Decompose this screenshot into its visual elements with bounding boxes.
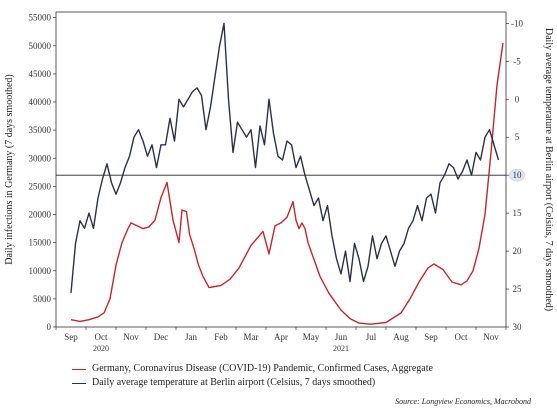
legend-swatch-temperature — [72, 382, 86, 384]
legend-swatch-covid-cases — [72, 368, 86, 370]
right-axis-tick-label: 0 — [515, 94, 520, 104]
right-axis-tick-label: 10 — [513, 170, 523, 180]
x-axis-tick-label: May — [303, 332, 320, 342]
x-axis-tick-label: Jul — [366, 332, 377, 342]
x-axis-tick-label: Feb — [214, 332, 228, 342]
left-axis-tick-label: 0 — [47, 322, 52, 332]
left-axis-tick-label: 10000 — [29, 266, 52, 276]
x-axis-tick-label: Jun — [335, 332, 348, 342]
left-axis-tick-label: 40000 — [29, 97, 52, 107]
left-axis-tick-label: 25000 — [29, 181, 52, 191]
series-group — [70, 22, 504, 325]
left-axis-tick-label: 50000 — [29, 41, 52, 51]
right-axis-tick-label: 25 — [513, 284, 523, 294]
x-axis-tick-label: Nov — [483, 332, 499, 342]
legend-label-temperature: Daily average temperature at Berlin airp… — [92, 377, 376, 388]
left-axis-tick-label: 15000 — [29, 238, 52, 248]
legend-label-covid-cases: Germany, Coronavirus Disease (COVID-19) … — [92, 363, 433, 374]
x-axis-tick-label: Mar — [244, 332, 259, 342]
right-axis-tick-label: 5 — [515, 132, 520, 142]
x-axis-year-label: 2020 — [93, 344, 109, 353]
plot-frame — [55, 11, 507, 328]
right-axis-tick-label: 30 — [513, 322, 523, 332]
reference-value-badge — [509, 168, 525, 182]
x-axis-tick-label: Sep — [424, 332, 438, 342]
plot-frame-group — [55, 11, 507, 328]
series-line-covid-cases — [70, 42, 504, 325]
legend-item-temperature: Daily average temperature at Berlin airp… — [72, 376, 433, 390]
right-axis-title: Daily average temperature at Berlin airp… — [543, 28, 554, 311]
right-axis-tick-label: 15 — [513, 208, 523, 218]
legend: Germany, Coronavirus Disease (COVID-19) … — [72, 362, 433, 390]
x-axis-tick-label: Jan — [185, 332, 197, 342]
left-axis-tick-label: 20000 — [29, 210, 52, 220]
left-axis-tick-label: 45000 — [29, 69, 52, 79]
left-axis-title: Daily infections in Germany (7 days smoo… — [4, 74, 15, 265]
left-axis-tick-label: 5000 — [33, 294, 52, 304]
x-axis-year-label: 2021 — [333, 344, 349, 353]
x-axis-tick-label: Dec — [154, 332, 169, 342]
x-axis-tick-label: Apr — [274, 332, 288, 342]
left-axis-tick-label: 35000 — [29, 125, 52, 135]
right-axis-tick-label: 20 — [513, 246, 523, 256]
x-axis-tick-label: Oct — [455, 332, 468, 342]
left-axis-tick-label: 30000 — [29, 153, 52, 163]
left-axis-tick-label: 55000 — [29, 13, 52, 23]
series-line-temperature — [70, 22, 500, 293]
source-note: Source: Longview Economics, Macrobond — [395, 397, 531, 406]
x-axis-tick-label: Sep — [64, 332, 78, 342]
x-axis-tick-label: Aug — [393, 332, 409, 342]
right-axis-tick-label: -5 — [513, 56, 521, 66]
axes-group: 0 5000 10000 15000 20000 25000 30000 35000 40000… — [4, 13, 554, 353]
legend-item-covid-cases: Germany, Coronavirus Disease (COVID-19) … — [72, 362, 433, 376]
x-axis-tick-label: Oct — [95, 332, 108, 342]
right-axis-tick-label: -10 — [511, 18, 523, 28]
x-axis-tick-label: Nov — [123, 332, 139, 342]
